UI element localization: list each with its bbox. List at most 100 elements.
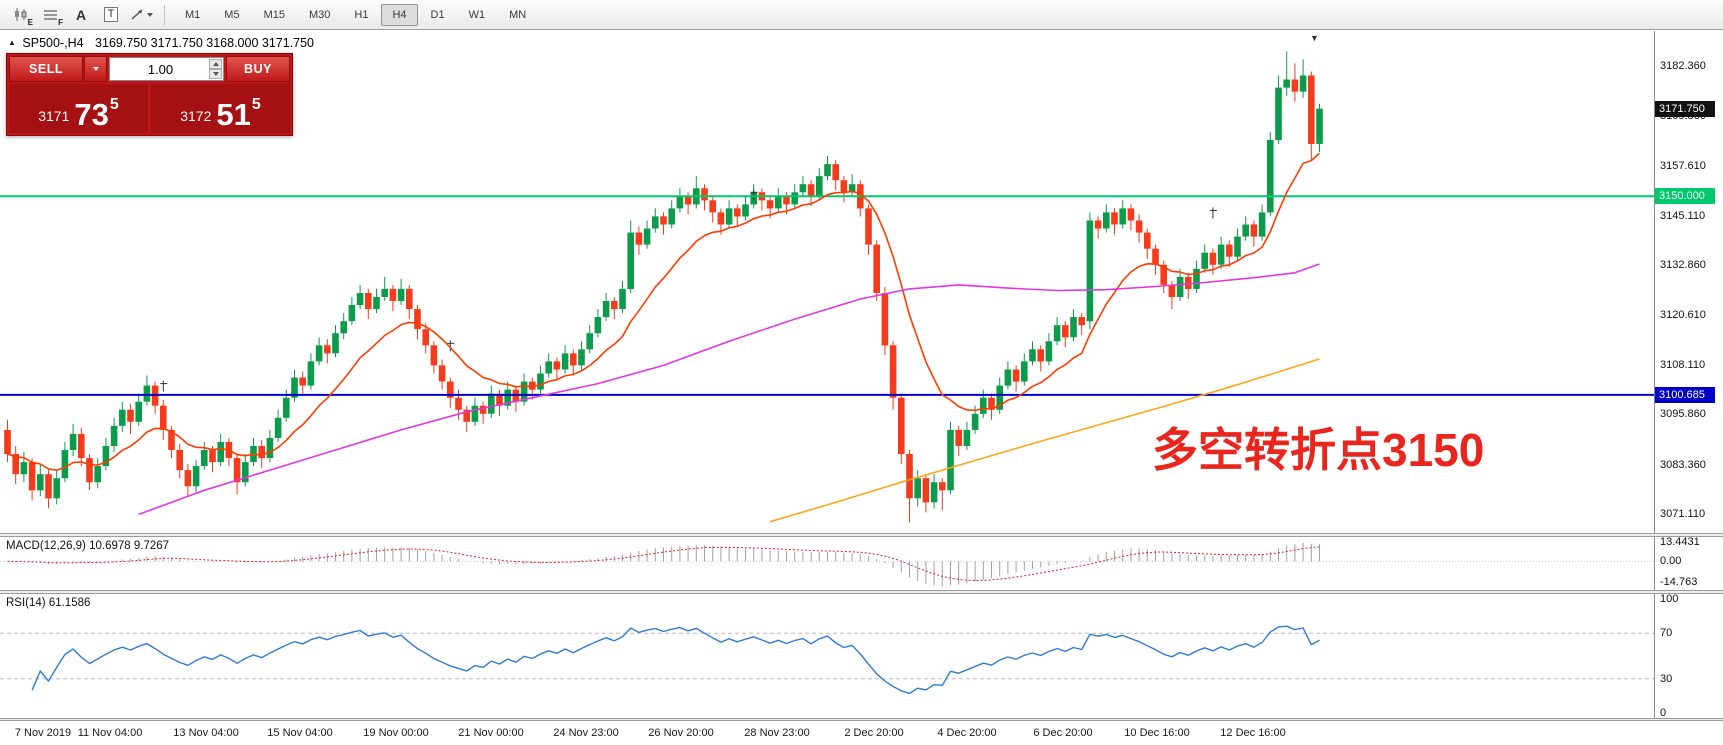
lines-glyph-icon: [44, 9, 57, 20]
volume-field-wrap: [109, 57, 224, 81]
time-label: 12 Dec 16:00: [1220, 727, 1286, 739]
rsi-axis-tick: 100: [1660, 593, 1679, 605]
rsi-axis[interactable]: 100 70 30 0: [1655, 593, 1723, 719]
price-tick: 3120.610: [1660, 308, 1706, 321]
bid-pip-digit: 5: [109, 96, 119, 113]
price-tick: 3095.860: [1660, 408, 1706, 421]
volume-input[interactable]: [110, 58, 223, 80]
time-label: 26 Nov 20:00: [648, 727, 714, 739]
panel-separator[interactable]: [0, 590, 1723, 594]
ohlc-up-arrow-icon: ▲: [8, 38, 16, 47]
macd-axis[interactable]: 13.4431 0.00 -14.763: [1655, 536, 1723, 590]
timeframe-w1-button[interactable]: W1: [468, 8, 486, 21]
timeframe-mn-button[interactable]: MN: [509, 8, 527, 21]
time-label: 4 Dec 20:00: [937, 727, 997, 739]
price-tick: 3157.610: [1660, 159, 1706, 172]
current-price-tag: 3171.750: [1655, 100, 1715, 117]
chart-ohlc-header: ▲ SP500-,H4 3169.750 3171.750 3168.000 3…: [8, 36, 314, 50]
macd-axis-border: [1654, 537, 1655, 590]
chart-shift-marker-icon[interactable]: ▼: [1310, 33, 1319, 43]
text-label-icon-glyph: T: [103, 7, 119, 22]
shapes-caret-icon: [146, 12, 153, 17]
price-tick: 3145.110: [1660, 210, 1706, 222]
indicators-icon[interactable]: F: [36, 3, 66, 27]
ask-pip-digit: 5: [251, 96, 261, 113]
ask-big-digits: 51: [216, 96, 251, 132]
indicator-icon-badge: F: [58, 17, 63, 27]
timeframe-h4-button[interactable]: H4: [381, 3, 418, 26]
time-label: 7 Nov 2019: [14, 727, 72, 739]
text-icon-glyph: A: [75, 6, 87, 23]
rsi-axis-tick: 70: [1660, 627, 1673, 640]
price-tick: 3108.110: [1660, 359, 1706, 371]
timeframe-m30-button[interactable]: M30: [308, 8, 331, 21]
timeframe-m1-button[interactable]: M1: [185, 8, 201, 21]
time-label: 21 Nov 00:00: [458, 727, 524, 739]
rsi-axis-tick: 30: [1660, 672, 1673, 685]
main-chart-panel: ▲ SP500-,H4 3169.750 3171.750 3168.000 3…: [0, 31, 1723, 533]
macd-axis-tick: 13.4431: [1660, 536, 1700, 549]
one-click-trade-panel: SELL BUY 3171 73 5 3172 51 5: [6, 53, 293, 136]
sell-options-dropdown[interactable]: [84, 56, 107, 82]
rsi-axis-border: [1654, 594, 1655, 718]
sell-button[interactable]: SELL: [9, 56, 83, 82]
time-label: 6 Dec 20:00: [1033, 727, 1093, 739]
macd-axis-tick: -14.763: [1660, 576, 1698, 589]
price-axis[interactable]: 3182.3603169.8603157.6103145.1103132.860…: [1655, 31, 1723, 533]
macd-label: MACD(12,26,9) 10.6978 9.7267: [6, 540, 170, 552]
time-label: 19 Nov 00:00: [363, 727, 429, 739]
time-label: 10 Dec 16:00: [1124, 727, 1190, 739]
rsi-chart[interactable]: [0, 594, 1654, 718]
macd-chart[interactable]: [0, 537, 1654, 590]
timeframe-button-group: M1 M5 M15 M30 H1 H4 D1 W1 MN: [173, 3, 538, 26]
buy-button[interactable]: BUY: [226, 56, 290, 82]
ohlc-values: 3169.750 3171.750 3168.000 3171.750: [95, 36, 315, 50]
bid-big-digits: 73: [74, 96, 109, 132]
candles-glyph-icon: [15, 7, 27, 21]
dropdown-caret-icon: [92, 67, 99, 71]
timeframe-m5-button[interactable]: M5: [224, 8, 240, 21]
rsi-indicator-panel: RSI(14) 61.1586 100 70 30 0: [0, 593, 1723, 719]
price-axis-border: [1654, 31, 1655, 533]
chart-type-icon[interactable]: E: [6, 3, 36, 27]
spin-up-icon: [212, 62, 219, 66]
volume-decrease-button[interactable]: [209, 69, 222, 79]
toolbar-separator: [164, 4, 165, 25]
resistance-line-price-tag: 3150.000: [1655, 188, 1715, 205]
macd-indicator-panel: MACD(12,26,9) 10.6978 9.7267 13.4431 0.00…: [0, 536, 1723, 590]
rsi-axis-tick: 0: [1660, 707, 1667, 719]
timeframe-h1-button[interactable]: H1: [354, 8, 369, 21]
price-tick: 3083.360: [1660, 458, 1706, 471]
time-label: 15 Nov 04:00: [267, 727, 333, 739]
volume-increase-button[interactable]: [209, 59, 222, 69]
bid-quote[interactable]: 3171 73 5: [9, 84, 148, 133]
timeframe-m15-button[interactable]: M15: [263, 8, 285, 21]
time-label: 2 Dec 20:00: [844, 727, 904, 739]
top-toolbar: E F A T M1 M5 M15 M30 H1 H4 D1 W1 MN: [0, 0, 1723, 30]
ask-quote[interactable]: 3172 51 5: [151, 84, 290, 133]
macd-axis-tick: 0.00: [1660, 555, 1682, 568]
spin-down-icon: [212, 72, 219, 76]
price-tick: 3132.860: [1660, 259, 1706, 272]
draw-shapes-icon[interactable]: [126, 3, 156, 27]
chart-icon-badge: E: [27, 17, 33, 27]
time-label: 24 Nov 23:00: [553, 727, 619, 739]
time-label: 28 Nov 23:00: [744, 727, 810, 739]
time-axis[interactable]: 7 Nov 2019 11 Nov 04:00 13 Nov 04:00 15 Nov…: [0, 721, 1723, 745]
bid-main-digits: 3171: [38, 108, 70, 124]
panel-separator[interactable]: [0, 533, 1723, 537]
panel-separator: [0, 718, 1723, 721]
rsi-label: RSI(14) 61.1586: [6, 597, 91, 609]
insert-text-icon[interactable]: A: [66, 3, 96, 27]
time-label: 11 Nov 04:00: [77, 727, 143, 739]
time-label: 13 Nov 04:00: [173, 727, 239, 739]
price-tick: 3182.360: [1660, 60, 1706, 72]
price-chart[interactable]: [0, 31, 1654, 533]
arrow-glyph-icon: [130, 9, 143, 20]
timeframe-d1-button[interactable]: D1: [430, 8, 445, 21]
price-tick: 3071.110: [1660, 508, 1706, 520]
symbol-period-label: SP500-,H4: [22, 36, 84, 50]
text-label-icon[interactable]: T: [96, 3, 126, 27]
ask-main-digits: 3172: [180, 108, 212, 124]
chart-annotation: 多空转折点3150: [1152, 424, 1485, 476]
